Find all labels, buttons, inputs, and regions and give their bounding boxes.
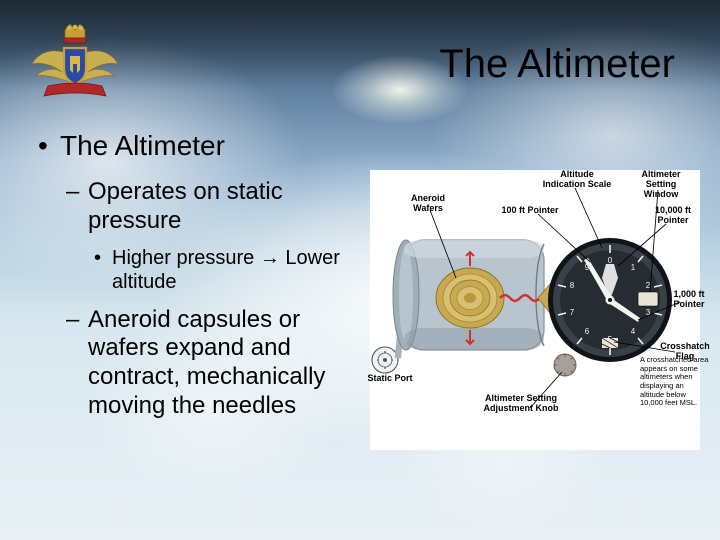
label-100ft-pointer: 100 ft Pointer (490, 206, 570, 216)
crown-icon (64, 24, 86, 43)
label-static-port: Static Port (364, 374, 416, 384)
svg-text:1: 1 (631, 263, 636, 272)
svg-text:7: 7 (570, 308, 575, 317)
altimeter-diagram: 01 23 45 67 89 (370, 170, 700, 450)
label-aneroid-wafers: Aneroid Wafers (398, 194, 458, 214)
slide-body: The Altimeter Operates on static pressur… (38, 130, 348, 431)
label-altitude-scale: Altitude Indication Scale (542, 170, 612, 190)
svg-text:8: 8 (570, 281, 575, 290)
slide-title: The Altimeter (0, 42, 675, 87)
svg-text:6: 6 (585, 327, 590, 336)
bullet-level-2: Aneroid capsules or wafers expand and co… (66, 306, 348, 421)
label-adjustment-knob: Altimeter Setting Adjustment Knob (466, 394, 576, 414)
bullet-level-2: Operates on static pressure (66, 178, 348, 236)
label-10000ft-pointer: 10,000 ft Pointer (648, 206, 698, 226)
altimeter-dial-icon: 01 23 45 67 89 (548, 238, 672, 362)
bullet-level-3: Higher pressure → Lower altitude (94, 246, 348, 294)
svg-text:0: 0 (608, 256, 613, 265)
bullet-level-1: The Altimeter (38, 130, 348, 162)
svg-text:4: 4 (631, 327, 636, 336)
adjustment-knob-icon (554, 354, 576, 376)
label-setting-window: Altimeter Setting Window (628, 170, 694, 200)
label-1000ft-pointer: 1,000 ft Pointer (668, 290, 710, 310)
static-port-icon (372, 347, 398, 373)
label-crosshatch-note: A crosshatched area appears on some alti… (640, 356, 710, 408)
